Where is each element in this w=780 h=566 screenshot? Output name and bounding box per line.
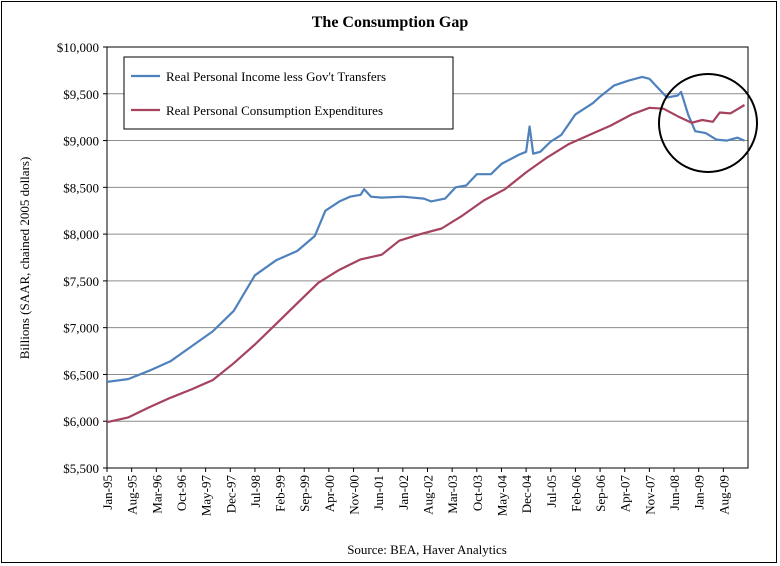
x-tick-label: Apr-07 — [618, 475, 633, 513]
source-note: Source: BEA, Haver Analytics — [347, 542, 507, 557]
x-tick-label: Dec-04 — [519, 475, 534, 514]
consumption-series-line — [106, 104, 746, 424]
highlight-circle — [658, 73, 758, 173]
x-tick-label: Aug-02 — [421, 475, 436, 515]
legend-box — [123, 56, 454, 130]
y-tick-label: $7,000 — [63, 321, 99, 336]
y-tick-label: $8,500 — [63, 180, 99, 195]
y-tick-label: $8,000 — [63, 227, 99, 242]
x-tick-label: Aug-09 — [716, 475, 731, 515]
y-tick-labels: $5,500 $6,000 $6,500 $7,000 $7,500 $8,000 $8,5… — [57, 40, 99, 476]
x-tick-label: Mar-03 — [445, 475, 460, 514]
y-tick-label: $5,500 — [63, 461, 99, 476]
series-layer — [106, 75, 746, 424]
y-tick-label: $6,000 — [63, 414, 99, 429]
x-tick-label: Sep-99 — [297, 475, 312, 512]
x-tick-label: Jan-09 — [692, 475, 707, 510]
income-series-line — [106, 75, 745, 383]
y-tick-label: $7,500 — [63, 274, 99, 289]
x-tick-label: Jun-01 — [371, 475, 386, 510]
x-tick-labels: Jan-95 Aug-95 Mar-96 Oct-96 May-97 Dec-97 Jul-… — [100, 468, 731, 516]
y-axis-label: Billions (SAAR, chained 2005 dollars) — [17, 157, 32, 360]
x-tick-label: Jan-95 — [100, 475, 115, 510]
y-tick-label: $9,000 — [63, 134, 99, 149]
x-tick-label: Jan-02 — [396, 475, 411, 510]
x-tick-label: Sep-06 — [593, 475, 608, 512]
legend-label: Real Personal Income less Gov't Transfer… — [166, 69, 386, 84]
x-tick-label: Jul-98 — [248, 475, 263, 508]
x-tick-label: Feb-99 — [273, 475, 288, 512]
x-tick-label: Aug-95 — [125, 475, 140, 515]
x-tick-label: Feb-06 — [568, 475, 583, 512]
y-tick-label: $10,000 — [57, 40, 99, 55]
x-tick-label: Dec-97 — [223, 475, 238, 514]
x-tick-label: Nov-07 — [642, 475, 657, 515]
y-tick-label: $9,500 — [63, 87, 99, 102]
grid-lines — [103, 46, 749, 469]
x-tick-label: Nov-00 — [347, 475, 362, 515]
legend: Real Personal Income less Gov't Transfer… — [123, 56, 454, 130]
x-tick-label: Mar-96 — [149, 475, 164, 514]
x-tick-label: Jul-05 — [544, 475, 559, 508]
x-tick-label: May-04 — [494, 475, 509, 517]
x-tick-label: Apr-00 — [322, 475, 337, 512]
x-tick-label: Oct-96 — [174, 475, 189, 512]
chart-title: The Consumption Gap — [312, 14, 469, 31]
x-tick-label: Jun-08 — [667, 475, 682, 510]
x-tick-label: Oct-03 — [470, 475, 485, 511]
y-tick-label: $6,500 — [63, 367, 99, 382]
legend-label: Real Personal Consumption Expenditures — [166, 103, 383, 118]
x-tick-label: May-97 — [199, 475, 214, 517]
